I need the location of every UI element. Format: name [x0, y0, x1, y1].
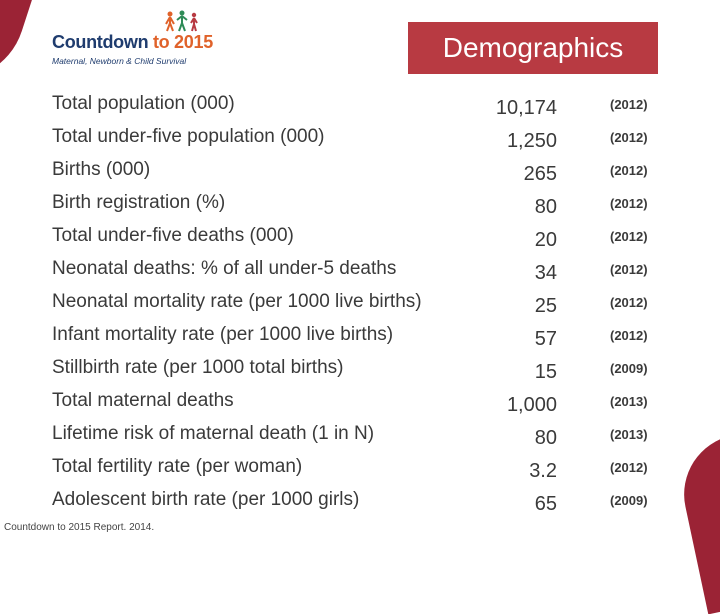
row-year: (2013) — [610, 394, 648, 409]
row-year: (2012) — [610, 328, 648, 343]
row-value: 3.2 — [529, 460, 557, 482]
row-label: Neonatal deaths: % of all under-5 deaths — [52, 258, 397, 279]
row-value: 57 — [534, 328, 557, 350]
countdown-logo: Countdown to 2015 Maternal, Newborn & Ch… — [52, 10, 213, 66]
logo-title: Countdown to 2015 — [52, 32, 213, 53]
row-value: 80 — [534, 427, 557, 449]
row-year: (2012) — [610, 262, 648, 277]
row-year: (2012) — [610, 229, 648, 244]
row-label: Total under-five deaths (000) — [52, 225, 294, 246]
table-row: Adolescent birth rate (per 1000 girls) 6… — [52, 486, 672, 519]
logo-subtitle: Maternal, Newborn & Child Survival — [52, 56, 187, 66]
row-year: (2012) — [610, 196, 648, 211]
row-label: Lifetime risk of maternal death (1 in N) — [52, 423, 375, 444]
corner-decoration-top-left — [0, 0, 41, 98]
row-label: Births (000) — [52, 159, 151, 180]
row-label: Stillbirth rate (per 1000 total births) — [52, 357, 344, 378]
row-year: (2012) — [610, 460, 648, 475]
row-value: 15 — [534, 361, 557, 383]
page-title: Demographics — [408, 22, 658, 74]
people-figures-icon — [165, 10, 198, 32]
logo-title-accent: to 2015 — [152, 32, 213, 52]
row-year: (2012) — [610, 295, 648, 310]
source-footnote: Countdown to 2015 Report. 2014. — [4, 522, 155, 533]
row-value: 265 — [523, 163, 557, 185]
corner-decoration-bottom-right — [672, 435, 720, 614]
table-row: Total maternal deaths 1,000 (2013) — [52, 387, 672, 420]
table-row: Neonatal deaths: % of all under-5 deaths… — [52, 255, 672, 288]
row-label: Total maternal deaths — [52, 390, 234, 411]
table-row: Birth registration (%) 80 (2012) — [52, 189, 672, 222]
table-row: Total under-five population (000) 1,250 … — [52, 123, 672, 156]
table-row: Total under-five deaths (000) 20 (2012) — [52, 222, 672, 255]
table-row: Total population (000) 10,174 (2012) — [52, 90, 672, 123]
row-label: Total under-five population (000) — [52, 126, 325, 147]
row-value: 25 — [534, 295, 557, 317]
row-year: (2012) — [610, 130, 648, 145]
row-label: Infant mortality rate (per 1000 live bir… — [52, 324, 394, 345]
row-label: Adolescent birth rate (per 1000 girls) — [52, 489, 360, 510]
row-year: (2013) — [610, 427, 648, 442]
table-row: Neonatal mortality rate (per 1000 live b… — [52, 288, 672, 321]
demographics-table: Total population (000) 10,174 (2012) Tot… — [52, 90, 672, 519]
row-value: 1,250 — [506, 130, 557, 152]
row-label: Birth registration (%) — [52, 192, 226, 213]
row-year: (2012) — [610, 163, 648, 178]
row-value: 20 — [534, 229, 557, 251]
row-year: (2009) — [610, 493, 648, 508]
row-value: 10,174 — [495, 97, 557, 119]
row-value: 1,000 — [506, 394, 557, 416]
table-row: Lifetime risk of maternal death (1 in N)… — [52, 420, 672, 453]
row-label: Total fertility rate (per woman) — [52, 456, 303, 477]
row-label: Neonatal mortality rate (per 1000 live b… — [52, 291, 422, 312]
row-year: (2009) — [610, 361, 648, 376]
table-row: Infant mortality rate (per 1000 live bir… — [52, 321, 672, 354]
row-year: (2012) — [610, 97, 648, 112]
row-value: 65 — [534, 493, 557, 515]
row-value: 34 — [534, 262, 557, 284]
table-row: Stillbirth rate (per 1000 total births) … — [52, 354, 672, 387]
table-row: Total fertility rate (per woman) 3.2 (20… — [52, 453, 672, 486]
table-row: Births (000) 265 (2012) — [52, 156, 672, 189]
logo-title-main: Countdown — [52, 32, 153, 52]
row-value: 80 — [534, 196, 557, 218]
row-label: Total population (000) — [52, 93, 235, 114]
